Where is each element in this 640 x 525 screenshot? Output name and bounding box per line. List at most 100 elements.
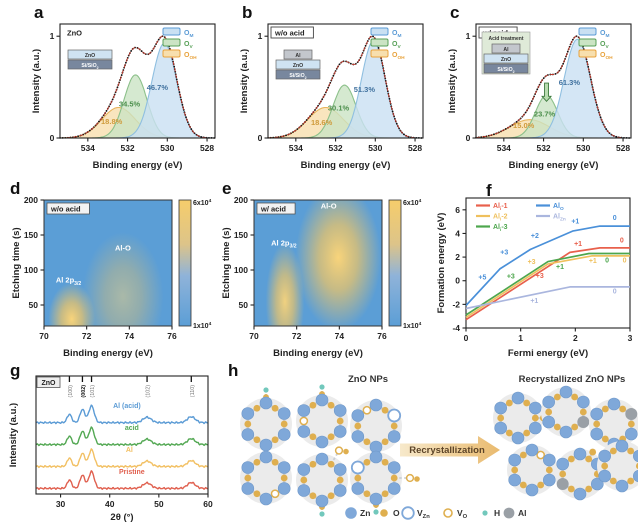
panel-h: h ZnO NPs Recrystallized ZnO NPs Recrystal…	[220, 360, 638, 525]
svg-text:0: 0	[623, 257, 627, 264]
svg-text:+1: +1	[571, 218, 579, 225]
svg-text:Intensity (a.u.): Intensity (a.u.)	[239, 49, 250, 113]
svg-text:ZnO: ZnO	[67, 29, 82, 38]
svg-text:ZnO: ZnO	[501, 57, 511, 63]
svg-text:1x104: 1x104	[193, 321, 212, 330]
svg-text:0: 0	[464, 333, 469, 343]
svg-text:+1: +1	[574, 241, 582, 248]
svg-text:Binding energy (eV): Binding energy (eV)	[63, 348, 153, 358]
svg-text:acid: acid	[125, 425, 139, 432]
svg-text:w/ acid: w/ acid	[260, 205, 286, 214]
svg-text:-4: -4	[452, 323, 460, 333]
svg-text:Ali-3: Ali-3	[493, 224, 508, 233]
svg-text:4: 4	[455, 228, 460, 238]
svg-text:1x104: 1x104	[403, 321, 422, 330]
panel-label-h: h	[228, 361, 239, 380]
svg-text:Recrystallization: Recrystallization	[409, 445, 485, 456]
svg-text:1: 1	[258, 31, 263, 41]
svg-text:0: 0	[50, 133, 55, 143]
panel-label-g: g	[10, 361, 21, 380]
svg-text:534: 534	[497, 143, 511, 153]
svg-text:72: 72	[82, 331, 92, 341]
svg-text:Zn: Zn	[360, 508, 370, 518]
svg-text:+2: +2	[531, 233, 539, 240]
svg-text:Al 2p3/2: Al 2p3/2	[271, 239, 297, 250]
svg-text:528: 528	[200, 143, 214, 153]
svg-text:Al-O: Al-O	[321, 201, 337, 210]
svg-text:200: 200	[234, 195, 248, 205]
svg-text:OV: OV	[184, 41, 193, 50]
svg-text:0: 0	[613, 215, 617, 222]
panel-label-a: a	[34, 3, 44, 22]
svg-text:3: 3	[628, 333, 633, 343]
panel-label-c: c	[450, 3, 460, 22]
svg-text:6x104: 6x104	[193, 198, 212, 207]
svg-text:+1: +1	[556, 264, 564, 271]
svg-text:Al: Al	[295, 53, 301, 59]
svg-text:OOH: OOH	[184, 52, 197, 61]
svg-text:0: 0	[466, 133, 471, 143]
svg-text:Binding energy (eV): Binding energy (eV)	[301, 160, 391, 170]
svg-text:Al: Al	[503, 47, 509, 53]
svg-text:+1: +1	[589, 258, 597, 265]
panel-b: b 534 532 530 528 0 1 Binding energy (eV) Inten…	[228, 2, 430, 174]
svg-text:Recrystallized ZnO NPs: Recrystallized ZnO NPs	[519, 374, 626, 385]
svg-text:+3: +3	[528, 259, 536, 266]
svg-text:w/o acid: w/o acid	[274, 29, 305, 38]
svg-text:+3: +3	[507, 273, 515, 280]
svg-text:VO: VO	[457, 508, 468, 520]
svg-text:ZnO: ZnO	[293, 63, 303, 69]
svg-text:0: 0	[258, 133, 263, 143]
svg-text:Ali-2: Ali-2	[493, 214, 508, 223]
svg-text:Binding energy (eV): Binding energy (eV)	[93, 160, 183, 170]
panel-label-b: b	[242, 3, 253, 22]
svg-text:1: 1	[518, 333, 523, 343]
svg-text:AlO: AlO	[553, 203, 564, 212]
svg-text:OV: OV	[600, 41, 609, 50]
svg-text:50: 50	[154, 499, 164, 509]
svg-text:OV: OV	[392, 41, 401, 50]
svg-text:Intensity (a.u.): Intensity (a.u.)	[8, 403, 19, 467]
svg-text:18.8%: 18.8%	[101, 117, 123, 126]
svg-text:18.6%: 18.6%	[311, 118, 333, 127]
svg-text:50: 50	[29, 300, 39, 310]
svg-text:+1: +1	[530, 298, 538, 305]
svg-text:30: 30	[56, 499, 66, 509]
svg-text:+5: +5	[478, 275, 486, 282]
xrd-chart: Pristine Al acid Al (acid) (100) (002) (101) (1…	[8, 375, 213, 522]
svg-text:Al 2p3/2: Al 2p3/2	[56, 276, 82, 287]
svg-text:150: 150	[24, 230, 38, 240]
svg-text:Al (acid): Al (acid)	[113, 403, 141, 410]
svg-text:H: H	[494, 508, 500, 518]
svg-text:Al: Al	[126, 447, 133, 454]
svg-text:AlZn: AlZn	[553, 214, 566, 223]
svg-text:w/o acid: w/o acid	[50, 205, 81, 214]
svg-text:Intensity (a.u.): Intensity (a.u.)	[31, 49, 42, 113]
svg-text:532: 532	[536, 143, 550, 153]
svg-text:+3: +3	[536, 273, 544, 280]
svg-text:61.3%: 61.3%	[559, 78, 581, 87]
svg-text:2: 2	[573, 333, 578, 343]
svg-text:Al: Al	[518, 508, 527, 518]
heatmap-wo-acid: Al 2p3/2 Al-O w/o acid 70 72 74 76 50 100 150 200 B…	[11, 195, 212, 358]
svg-text:6: 6	[455, 205, 460, 215]
svg-text:15.0%: 15.0%	[513, 121, 535, 130]
svg-text:OM: OM	[600, 30, 609, 39]
svg-text:532: 532	[120, 143, 134, 153]
svg-text:534: 534	[81, 143, 95, 153]
svg-text:76: 76	[167, 331, 177, 341]
svg-text:534: 534	[289, 143, 303, 153]
svg-text:Etching time (s): Etching time (s)	[221, 227, 232, 298]
panel-label-e: e	[222, 179, 232, 198]
svg-text:Si/SiO2: Si/SiO2	[497, 67, 514, 74]
svg-text:150: 150	[234, 230, 248, 240]
svg-text:2: 2	[455, 252, 460, 262]
svg-text:70: 70	[39, 331, 49, 341]
panel-label-d: d	[10, 179, 21, 198]
svg-text:1: 1	[466, 31, 471, 41]
svg-text:528: 528	[408, 143, 422, 153]
svg-text:OOH: OOH	[392, 52, 405, 61]
svg-text:40: 40	[105, 499, 115, 509]
svg-text:Intensity (a.u.): Intensity (a.u.)	[447, 49, 458, 113]
